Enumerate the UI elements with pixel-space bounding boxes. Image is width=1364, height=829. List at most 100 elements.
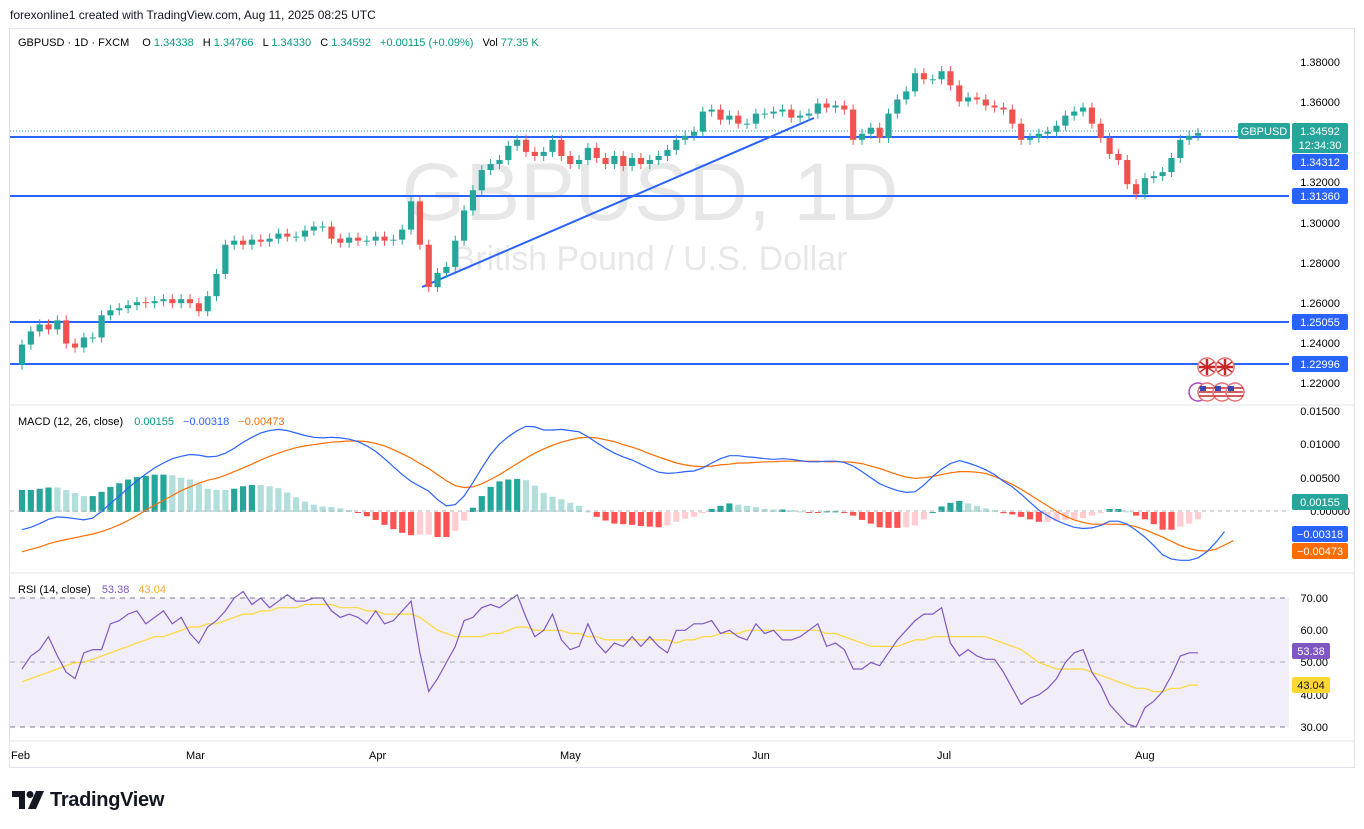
candle-body [178,299,185,304]
rsi-lines-layer [21,590,1198,728]
candle [1079,102,1087,117]
macd-hist-bar [629,511,636,525]
tradingview-logo[interactable]: TradingView [12,788,164,812]
macd-hist-bar [1097,511,1104,514]
macd-hist-bar [735,504,742,512]
macd-hist-bar [231,488,238,512]
candle-body [841,105,848,110]
candle-body [372,236,379,241]
macd-hist-bar [911,511,919,526]
candle [1168,152,1175,178]
candle [487,158,494,176]
macd-hist-bar [867,511,874,524]
candle-body [1159,172,1166,177]
candle [850,104,857,145]
rsi-tick: 70.00 [1300,593,1328,605]
candle-body [1186,135,1193,140]
candle-body [116,308,123,311]
macd-hist-bar [522,480,530,512]
macd-hist-bar [858,511,866,520]
time-label: Apr [369,750,386,762]
candle [1097,118,1104,143]
candle-body [1079,107,1087,112]
rsi-ma-tag: 43.04 [1297,680,1325,692]
macd-hist-bar [399,511,406,533]
time-label: Jul [937,750,951,762]
candle-body [443,266,450,273]
level-tag: 1.22996 [1300,359,1340,371]
macd-hist-bar [593,511,600,517]
uk-flag-icon[interactable] [1197,357,1217,377]
price-tick: 1.38000 [1300,57,1340,69]
rsi-value-tag: 53.38 [1297,646,1325,658]
candle-body [1088,107,1095,124]
candle-body [478,170,485,191]
candle-body [1062,115,1069,126]
countdown-tag: 12:34:30 [1299,140,1342,152]
candle-body [726,115,733,120]
macd-tick: 0.01500 [1300,406,1340,418]
macd-hist-bar [531,485,538,512]
candle [125,300,132,314]
candle-body [911,73,919,92]
macd-hist-bar [310,504,317,512]
macd-signal-tag: −0.00473 [1297,546,1343,558]
macd-hist-bar [469,507,477,512]
candle [726,110,733,125]
candle-body [991,105,998,108]
candle-body [1053,125,1060,132]
candle-body [673,139,680,150]
candle-body [425,244,432,288]
rsi-tag-bg [1292,677,1330,693]
candle [337,233,344,248]
candle [903,86,910,105]
macd-hist-bar [805,511,813,513]
candle [390,234,397,246]
candle-body [779,109,786,112]
candle-body [346,237,353,243]
macd-hist-bar [354,511,362,513]
candle [531,146,538,161]
candle-body [461,210,468,241]
candle-body [1018,123,1025,140]
macd-hist-bar [752,507,759,512]
candle-body [284,233,291,237]
macd-hist-bar [204,488,211,512]
macd-hist-bar [36,488,43,512]
uk-flag-icon[interactable] [1215,357,1235,377]
us-flag-icon[interactable] [1225,382,1245,402]
candle-body [195,303,202,312]
macd-hist-bar [496,481,503,512]
macd-hist-bar [239,486,247,512]
macd-hist-bar [699,511,706,514]
price-tick: 1.26000 [1300,298,1340,310]
symbol-tag-bg [1238,123,1290,139]
candle-body [1133,184,1140,195]
candle-body [293,236,300,238]
candle-body [416,201,423,245]
candle-body [399,229,406,240]
candle [407,196,415,235]
macd-hist-bar [1115,508,1122,512]
candle [982,94,989,111]
candle [584,142,591,166]
macd-hist-bar [443,511,450,538]
macd-hist-value: 0.00155 [134,416,174,428]
macd-line [21,425,1225,561]
trendline[interactable] [421,117,815,288]
candle-body [390,239,397,241]
candle-body [1194,132,1202,136]
candle [575,154,583,170]
candle-body [858,133,866,140]
candle-body [469,190,477,211]
candle [858,128,866,145]
macd-hist-bar [708,508,715,512]
candle [947,66,954,91]
candle [469,185,477,216]
candle [222,239,229,279]
macd-hist-bar [1159,511,1166,530]
candle-body [80,337,87,348]
candle [27,326,34,350]
macd-title: MACD (12, 26, close) [18,416,123,428]
